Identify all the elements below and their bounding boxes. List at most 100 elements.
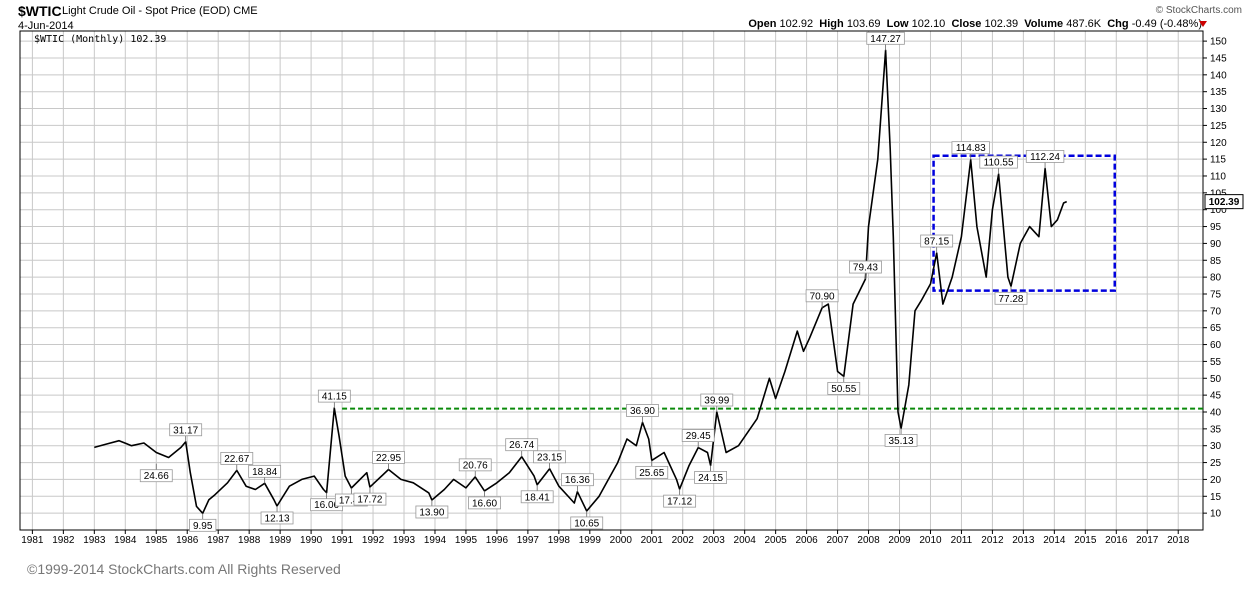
annotation-label: 16.60: [472, 498, 497, 509]
price-annotation: 87.15: [920, 234, 954, 254]
chart-overlays: [342, 154, 1203, 410]
annotation-box: [189, 518, 217, 532]
y-tick-label: 25: [1210, 458, 1222, 469]
annotation-box: [505, 438, 539, 452]
annotation-label: 29.45: [686, 431, 711, 442]
x-tick-label: 1984: [114, 535, 137, 546]
price-annotation: 24.15: [694, 465, 727, 484]
x-tick-label: 1987: [207, 535, 230, 546]
y-tick-label: 40: [1210, 407, 1222, 418]
price-annotation: 112.24: [1025, 150, 1065, 169]
y-tick-label: 150: [1210, 37, 1227, 48]
y-tick-label: 130: [1210, 104, 1227, 115]
annotation-label: 31.17: [173, 425, 198, 436]
x-tick-label: 1991: [331, 535, 354, 546]
x-tick-label: 2002: [672, 535, 695, 546]
annotation-label: 23.15: [537, 452, 562, 463]
price-annotation: 17.12: [663, 489, 697, 508]
y-tick-label: 65: [1210, 323, 1222, 334]
symbol-description: Light Crude Oil - Spot Price (EOD) CME: [62, 5, 258, 17]
annotation-label: 24.15: [698, 473, 723, 484]
annotation-box: [626, 404, 659, 417]
annotation-box: [663, 494, 697, 508]
annotation-box: [139, 469, 173, 483]
price-annotation: 16.60: [468, 490, 501, 509]
annotation-box: [884, 434, 918, 447]
y-tick-label: 140: [1210, 70, 1227, 81]
high-value: 103.69: [846, 18, 881, 30]
chg-label: Chg: [1107, 18, 1129, 30]
annotation-label: 22.95: [376, 453, 401, 464]
annotation-box: [415, 505, 449, 519]
annotation-label: 39.99: [704, 396, 729, 407]
annotation-box: [169, 423, 203, 437]
x-tick-label: 2006: [795, 535, 818, 546]
down-arrow-icon: [1199, 21, 1207, 27]
range-box: [932, 154, 1116, 292]
annotation-box: [694, 471, 727, 484]
y-tick-label: 45: [1210, 391, 1222, 402]
x-tick-label: 2004: [734, 535, 757, 546]
x-tick-label: 1992: [362, 535, 385, 546]
annotation-label: 79.43: [853, 263, 878, 274]
price-annotation: 36.90: [626, 404, 659, 423]
price-annotation: 10.65: [570, 510, 604, 529]
last-price-tag: 102.39: [1204, 194, 1244, 210]
annotation-box: [951, 141, 990, 155]
annotation-label: 12.13: [265, 513, 290, 524]
price-annotation: 39.99: [700, 393, 734, 413]
price-annotation: 31.17: [169, 423, 203, 442]
x-tick-label: 2010: [919, 535, 942, 546]
price-annotation: 26.74: [505, 438, 539, 457]
volume-label: Volume: [1024, 18, 1064, 30]
annotation-label: 50.55: [831, 384, 856, 395]
annotation-label: 13.90: [419, 507, 444, 518]
y-tick-label: 10: [1210, 509, 1222, 520]
annotation-box: [920, 234, 954, 248]
price-annotation: 110.55: [979, 155, 1018, 175]
annotation-label: 20.76: [463, 460, 488, 471]
price-annotation: 20.76: [458, 458, 492, 477]
low-value: 102.10: [911, 18, 946, 30]
y-tick-label: 30: [1210, 441, 1222, 452]
x-tick-label: 1999: [579, 535, 602, 546]
annotation-label: 16.06: [314, 500, 339, 511]
x-tick-label: 1995: [455, 535, 478, 546]
annotation-label: 18.41: [525, 492, 550, 503]
copyright-footer: ©1999-2014 StockCharts.com All Rights Re…: [27, 561, 341, 577]
open-label: Open: [748, 18, 777, 30]
x-tick-label: 2003: [703, 535, 726, 546]
annotation-label: 10.65: [574, 518, 599, 529]
x-tick-label: 1989: [269, 535, 292, 546]
price-annotation: 16.36: [561, 473, 594, 492]
annotation-box: [827, 382, 861, 395]
volume-value: 487.6K: [1066, 18, 1102, 30]
x-tick-label: 1994: [424, 535, 447, 546]
y-tick-label: 90: [1210, 239, 1222, 250]
price-line: [94, 407, 610, 515]
x-tick-label: 1997: [517, 535, 540, 546]
x-tick-label: 1993: [393, 535, 416, 546]
price-annotation: 114.83: [951, 141, 990, 160]
x-tick-label: 1996: [486, 535, 509, 546]
price-annotation: 18.84: [248, 464, 282, 484]
y-tick-label: 100: [1210, 205, 1227, 216]
description-text: Light Crude Oil - Spot Price (EOD): [62, 5, 231, 17]
annotation-box: [533, 450, 566, 464]
annotation-box: [1025, 150, 1065, 163]
annotation-label: 17.45: [339, 496, 364, 507]
exchange-text: CME: [233, 5, 258, 17]
x-tick-label: 2007: [826, 535, 849, 546]
annotation-label: 36.90: [630, 406, 655, 417]
annotation-label: 24.66: [144, 471, 169, 482]
y-tick-label: 125: [1210, 121, 1227, 132]
chart-legend: $WTIC (Monthly) 102.39: [34, 34, 166, 45]
annotation-box: [866, 31, 905, 45]
y-tick-label: 20: [1210, 475, 1222, 486]
x-tick-label: 1998: [548, 535, 571, 546]
annotation-label: 22.67: [224, 454, 249, 465]
annotation-label: 114.83: [956, 143, 986, 154]
annotation-label: 87.15: [924, 237, 949, 248]
y-tick-label: 120: [1210, 138, 1227, 149]
